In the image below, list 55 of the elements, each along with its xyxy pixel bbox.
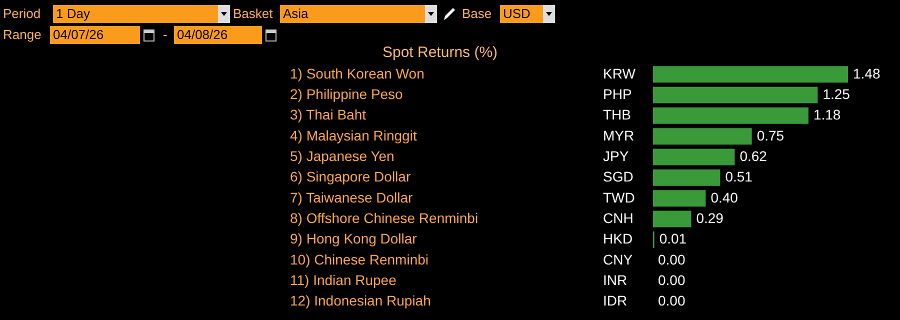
y2-tick-label: TWD xyxy=(603,189,635,206)
y-tick-label: 8) Offshore Chinese Renminbi xyxy=(290,210,478,226)
data-label: 0.40 xyxy=(710,189,738,206)
y2-tick-label: MYR xyxy=(603,127,634,144)
y2-tick-label: THB xyxy=(603,106,631,123)
text: 04/07/26 xyxy=(50,26,140,44)
data-label: 0.01 xyxy=(659,230,687,247)
text: USD xyxy=(500,5,543,23)
bar xyxy=(653,107,808,124)
y-tick-label: 5) Japanese Yen xyxy=(290,148,394,164)
y2-tick-label: CNH xyxy=(603,210,634,226)
y2-tick-label: IDR xyxy=(603,292,628,309)
bar xyxy=(653,210,692,228)
bar xyxy=(653,148,735,166)
data-label: 1.25 xyxy=(822,86,850,102)
data-label: 0.29 xyxy=(696,210,724,226)
y-tick-label: 6) Singapore Dollar xyxy=(290,168,411,185)
bar xyxy=(653,169,720,186)
data-label: 0.00 xyxy=(658,272,686,288)
data-label: 0.62 xyxy=(740,148,768,164)
y-tick-label: 3) Thai Baht xyxy=(290,106,366,123)
y2-tick-label: PHP xyxy=(603,86,632,102)
data-label: 0.00 xyxy=(658,251,686,268)
data-label: 1.18 xyxy=(813,106,841,123)
y2-tick-label: SGD xyxy=(603,168,634,185)
y2-tick-label: KRW xyxy=(603,65,636,82)
data-label: 0.00 xyxy=(658,292,686,309)
text: 1 Day xyxy=(53,5,218,23)
data-label: 0.75 xyxy=(756,127,784,144)
y-tick-label: 12) Indonesian Rupiah xyxy=(290,292,431,309)
y-tick-label: 9) Hong Kong Dollar xyxy=(290,230,418,247)
y-tick-label: 1) South Korean Won xyxy=(290,65,424,82)
y2-tick-label: HKD xyxy=(603,230,633,247)
text: Spot Returns (%) xyxy=(382,44,498,61)
y2-tick-label: INR xyxy=(603,272,628,288)
text: Basket xyxy=(233,5,273,23)
y-tick-label: 10) Chinese Renminbi xyxy=(290,251,429,268)
y-tick-label: 7) Taiwanese Dollar xyxy=(290,189,414,206)
text: Base xyxy=(462,5,492,23)
y2-tick-label: CNY xyxy=(603,251,634,268)
bar xyxy=(653,128,752,145)
y-tick-label: 2) Philippine Peso xyxy=(290,86,404,102)
y-tick-label: 4) Malaysian Ringgit xyxy=(290,127,417,144)
bar xyxy=(653,66,848,83)
text: 04/08/26 xyxy=(174,26,262,44)
text: - xyxy=(163,26,168,44)
y-tick-label: 11) Indian Rupee xyxy=(290,272,397,288)
bar xyxy=(653,190,706,207)
text: Range xyxy=(3,26,42,44)
y2-tick-label: JPY xyxy=(603,148,630,164)
bar xyxy=(653,86,818,104)
data-label: 0.51 xyxy=(725,168,753,185)
data-label: 1.48 xyxy=(853,65,880,82)
text: Asia xyxy=(280,5,425,23)
text: Period xyxy=(3,5,41,23)
